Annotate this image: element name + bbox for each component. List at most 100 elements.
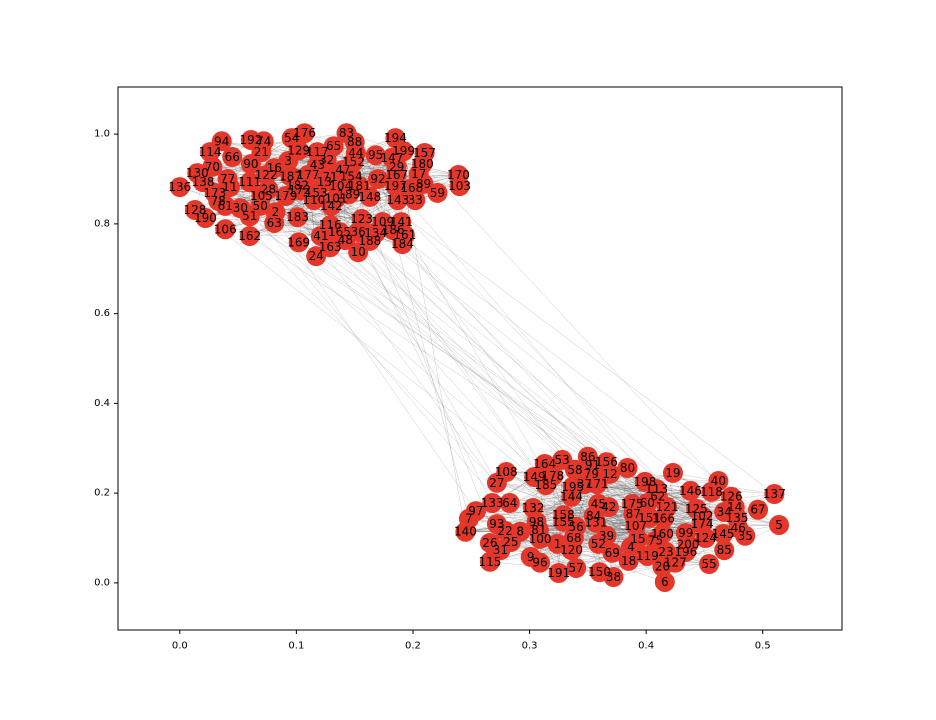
node-label: 160 — [651, 527, 674, 541]
node — [701, 481, 722, 502]
node-label: 199 — [392, 144, 415, 158]
node-label: 14 — [727, 500, 742, 514]
node-label: 85 — [717, 543, 732, 557]
node — [530, 552, 551, 573]
node — [565, 459, 586, 480]
y-tick-label: 0.2 — [94, 488, 110, 499]
node-label: 8 — [516, 525, 524, 539]
node-label: 124 — [694, 531, 717, 545]
node-label: 164 — [533, 457, 556, 471]
node-label: 19 — [665, 466, 680, 480]
node-label: 36 — [351, 225, 366, 239]
node — [653, 508, 674, 529]
node-label: 137 — [763, 487, 786, 501]
node — [392, 234, 413, 255]
node-label: 176 — [293, 126, 316, 140]
node-label: 40 — [711, 474, 726, 488]
node-label: 111 — [238, 175, 261, 189]
node-label: 126 — [720, 490, 743, 504]
node-label: 157 — [413, 146, 436, 160]
node-label: 33 — [408, 193, 423, 207]
node-label: 186 — [382, 223, 405, 237]
node-label: 65 — [326, 139, 341, 153]
node-label: 71 — [323, 170, 338, 184]
node-label: 125 — [685, 502, 708, 516]
node-label: 104 — [329, 179, 352, 193]
node — [637, 493, 658, 514]
node — [200, 142, 221, 163]
node — [618, 550, 639, 571]
node — [264, 212, 285, 233]
node-label: 184 — [391, 237, 414, 251]
node — [695, 528, 716, 549]
node-label: 166 — [652, 512, 675, 526]
node-label: 35 — [738, 529, 753, 543]
node-label: 81 — [531, 523, 546, 537]
node-label: 145 — [712, 527, 735, 541]
node-label: 99 — [678, 526, 693, 540]
node-label: 174 — [691, 517, 714, 531]
node — [239, 206, 260, 227]
node — [240, 154, 261, 175]
node-label: 88 — [347, 135, 362, 149]
node-label: 136 — [168, 180, 191, 194]
node-label: 44 — [348, 146, 363, 160]
node-label: 171 — [586, 477, 609, 491]
node — [195, 208, 216, 229]
node-label: 154 — [340, 169, 363, 183]
node-label: 109 — [371, 215, 394, 229]
node-label: 127 — [664, 556, 687, 570]
node-label: 67 — [750, 503, 765, 517]
node-label: 191 — [547, 566, 570, 580]
node-label: 31 — [493, 543, 508, 557]
node-label: 161 — [393, 228, 416, 242]
node-label: 165 — [328, 225, 351, 239]
node-label: 168 — [400, 181, 423, 195]
node-label: 140 — [454, 525, 477, 539]
node — [427, 182, 448, 203]
node-label: 142 — [320, 199, 343, 213]
node-label: 80 — [620, 461, 635, 475]
node-label: 108 — [495, 465, 518, 479]
node — [561, 540, 582, 561]
node — [365, 145, 386, 166]
node-label: 163 — [319, 240, 342, 254]
node-label: 26 — [482, 536, 497, 550]
node-label: 5 — [775, 518, 783, 532]
node-label: 178 — [541, 469, 564, 483]
node-label: 196 — [674, 545, 697, 559]
node — [335, 230, 356, 251]
node — [713, 523, 734, 544]
node-label: 90 — [243, 157, 258, 171]
node-label: 6 — [661, 575, 669, 589]
node-label: 180 — [411, 157, 434, 171]
node — [239, 172, 260, 193]
node-label: 59 — [430, 186, 445, 200]
node-label: 64 — [502, 496, 517, 510]
node-label: 28 — [261, 182, 276, 196]
node-label: 22 — [497, 524, 512, 538]
node — [288, 232, 309, 253]
node-label: 25 — [503, 535, 518, 549]
node-label: 91 — [585, 458, 600, 472]
node-label: 169 — [287, 235, 310, 249]
node-label: 47 — [335, 163, 350, 177]
node — [359, 186, 380, 207]
node-label: 83 — [339, 126, 354, 140]
node-label: 149 — [523, 470, 546, 484]
node-label: 45 — [591, 497, 606, 511]
node — [219, 177, 240, 198]
node-label: 100 — [529, 532, 552, 546]
node-label: 110 — [302, 193, 325, 207]
node — [486, 472, 507, 493]
node-label: 148 — [358, 190, 381, 204]
node — [348, 242, 369, 263]
node-label: 150 — [588, 565, 611, 579]
node — [535, 475, 556, 496]
node-label: 131 — [585, 516, 608, 530]
node — [699, 554, 720, 575]
node — [602, 542, 623, 563]
node-label: 129 — [287, 143, 310, 157]
node — [566, 558, 587, 579]
node-label: 46 — [731, 521, 746, 535]
